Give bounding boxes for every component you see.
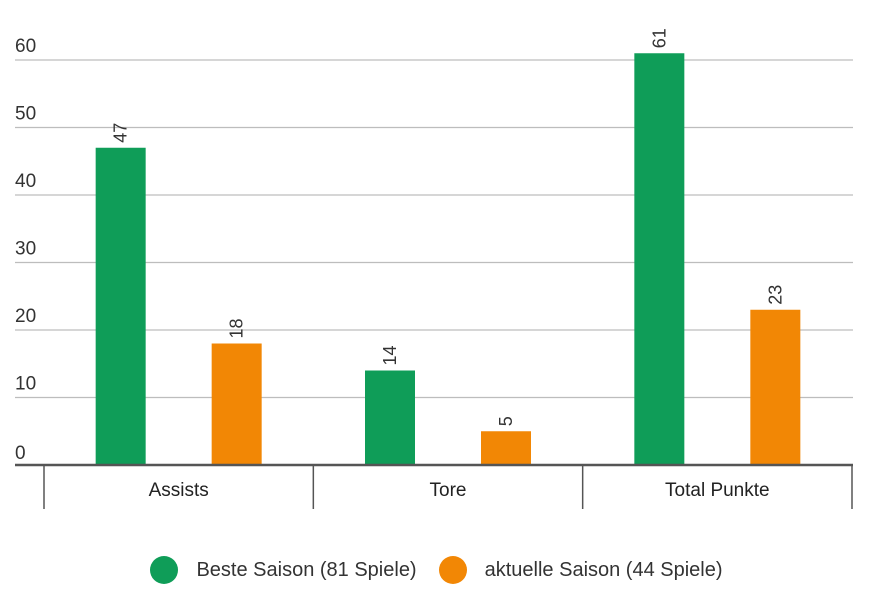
y-tick-label-60: 60 <box>15 36 36 57</box>
bar-series-1-total-punkte <box>750 309 801 465</box>
legend-label-series-0: Beste Saison (81 Spiele) <box>196 558 417 581</box>
y-tick-label-20: 20 <box>15 306 36 327</box>
x-axis <box>15 463 853 509</box>
data-label-series-1-assists: 18 <box>227 318 247 338</box>
bar-series-0-total-punkte <box>634 53 685 465</box>
bar-series-1-assists <box>211 343 262 465</box>
category-label-assists: Assists <box>149 480 209 501</box>
y-tick-label-30: 30 <box>15 239 36 260</box>
data-labels: 47 18 14 5 61 23 <box>111 28 786 426</box>
gridlines <box>15 59 853 399</box>
y-axis-tick-labels: 0 10 20 30 40 50 60 <box>15 36 36 464</box>
category-label-total-punkte: Total Punkte <box>665 480 770 501</box>
legend-label-series-1: aktuelle Saison (44 Spiele) <box>484 558 723 581</box>
bar-series-1-tore <box>481 431 531 465</box>
legend-swatch-series-1 <box>438 556 467 584</box>
y-tick-label-0: 0 <box>15 443 26 464</box>
category-label-tore: Tore <box>430 480 467 501</box>
bar-series-0-tore <box>365 370 415 465</box>
data-label-series-0-total-punkte: 61 <box>649 28 669 48</box>
y-tick-label-10: 10 <box>15 374 36 395</box>
y-tick-label-50: 50 <box>15 104 36 125</box>
x-axis-category-labels: Assists Tore Total Punkte <box>149 480 770 501</box>
data-label-series-0-tore: 14 <box>380 345 400 365</box>
bar-series-0-assists <box>95 147 146 465</box>
legend: Beste Saison (81 Spiele) aktuelle Saison… <box>0 552 873 588</box>
data-label-series-1-tore: 5 <box>496 416 516 426</box>
bars <box>95 53 801 465</box>
data-label-series-1-total-punkte: 23 <box>765 285 785 305</box>
legend-swatch-series-0 <box>150 556 179 584</box>
legend-item-series-1[interactable]: aktuelle Saison (44 Spiele) <box>438 556 723 584</box>
legend-item-series-0[interactable]: Beste Saison (81 Spiele) <box>150 556 417 584</box>
y-tick-label-40: 40 <box>15 171 36 192</box>
data-label-series-0-assists: 47 <box>111 123 131 143</box>
